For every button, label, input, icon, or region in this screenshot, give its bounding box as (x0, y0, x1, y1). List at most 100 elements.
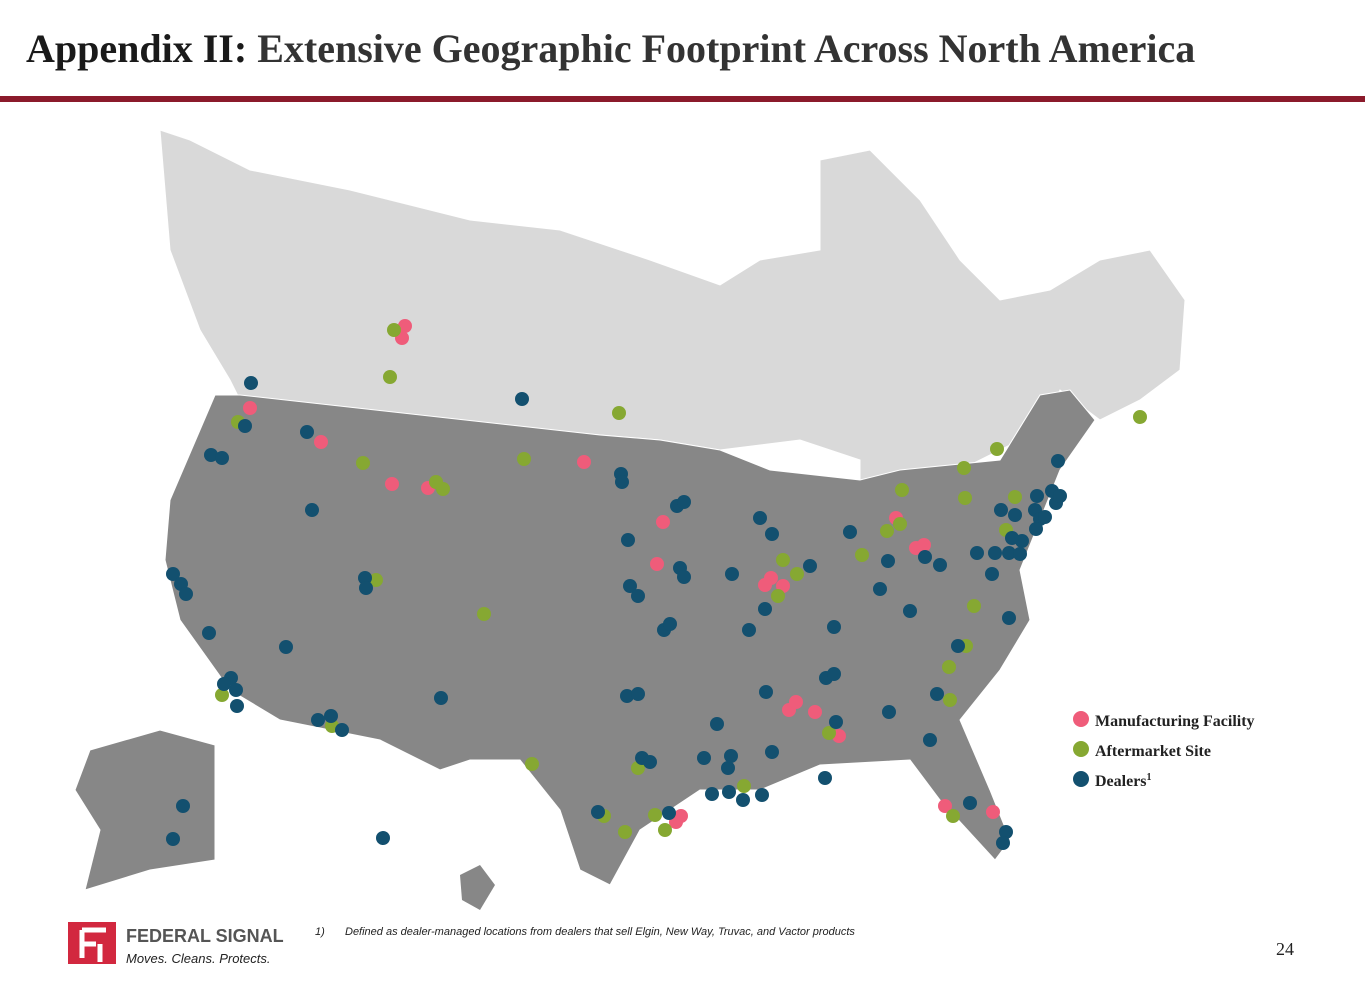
location-dot (758, 578, 772, 592)
location-dot (176, 799, 190, 813)
location-dot (873, 582, 887, 596)
location-dot (1053, 489, 1067, 503)
map (74, 129, 1186, 910)
location-dot (369, 573, 383, 587)
location-dot (803, 559, 817, 573)
title-rule (0, 96, 1365, 102)
location-dot (300, 425, 314, 439)
location-dot (985, 567, 999, 581)
location-dot (710, 717, 724, 731)
location-dot (434, 691, 448, 705)
location-dot (855, 548, 869, 562)
location-dot (215, 451, 229, 465)
location-dot (515, 392, 529, 406)
footnote-marker: 1) (315, 926, 325, 938)
location-dot (230, 699, 244, 713)
location-dot (217, 677, 231, 691)
location-dot (631, 687, 645, 701)
location-dot (725, 567, 739, 581)
title-prefix: Appendix II: (26, 26, 247, 71)
location-dot (324, 709, 338, 723)
location-dot (942, 660, 956, 674)
location-dot (166, 832, 180, 846)
location-dot (1002, 611, 1016, 625)
location-dot (1030, 489, 1044, 503)
location-dot (359, 581, 373, 595)
location-dot (996, 836, 1010, 850)
alaska (74, 729, 216, 891)
location-dot (1005, 531, 1019, 545)
location-dot (882, 705, 896, 719)
location-dot (938, 799, 952, 813)
location-dot (1013, 547, 1027, 561)
location-dot (933, 558, 947, 572)
location-dot (398, 319, 412, 333)
location-dot (930, 687, 944, 701)
location-dot (843, 525, 857, 539)
location-dot (1029, 522, 1043, 536)
title-text: Extensive Geographic Footprint Across No… (257, 26, 1195, 71)
location-dot (923, 733, 937, 747)
location-dot (827, 620, 841, 634)
location-dot (577, 455, 591, 469)
logo-glyph (79, 927, 106, 962)
location-dot (957, 461, 971, 475)
legend: Manufacturing Facility Aftermarket Site … (1073, 711, 1255, 790)
title: Appendix II: Extensive Geographic Footpr… (26, 26, 1195, 71)
location-dot (943, 693, 957, 707)
location-dot (279, 640, 293, 654)
location-dot (376, 831, 390, 845)
location-dot (765, 745, 779, 759)
location-dot (722, 785, 736, 799)
location-dot (650, 557, 664, 571)
location-dot (621, 533, 635, 547)
location-dot (1008, 508, 1022, 522)
page-number: 24 (1276, 939, 1294, 959)
location-dot (771, 589, 785, 603)
location-dot (990, 442, 1004, 456)
location-dot (663, 617, 677, 631)
location-dot (166, 567, 180, 581)
location-dot (789, 695, 803, 709)
location-dot (620, 689, 634, 703)
location-dot (917, 538, 931, 552)
location-dot (881, 554, 895, 568)
location-dot (677, 495, 691, 509)
legend-label: Manufacturing Facility (1095, 713, 1255, 730)
hawaii (460, 865, 495, 910)
location-dot (204, 448, 218, 462)
location-dot (623, 579, 637, 593)
location-dot (662, 806, 676, 820)
location-dot (736, 793, 750, 807)
legend-label: Aftermarket Site (1095, 743, 1211, 760)
location-dot (383, 370, 397, 384)
location-dot (759, 685, 773, 699)
location-dot (612, 406, 626, 420)
location-dot (1038, 510, 1052, 524)
location-dot (517, 452, 531, 466)
location-dot (753, 511, 767, 525)
legend-swatch (1073, 771, 1089, 787)
location-dot (790, 567, 804, 581)
location-dot (721, 761, 735, 775)
location-dot (677, 570, 691, 584)
location-dot (385, 477, 399, 491)
location-dot (967, 599, 981, 613)
location-dot (202, 626, 216, 640)
location-dot (631, 589, 645, 603)
location-dot (765, 527, 779, 541)
location-dot (829, 715, 843, 729)
location-dot (305, 503, 319, 517)
location-dot (648, 808, 662, 822)
location-dot (986, 805, 1000, 819)
location-dot (229, 683, 243, 697)
location-dot (827, 667, 841, 681)
legend-swatch (1073, 741, 1089, 757)
location-dot (994, 503, 1008, 517)
location-dot (742, 623, 756, 637)
location-dot (244, 376, 258, 390)
location-dot (705, 787, 719, 801)
logo-name: FEDERAL SIGNAL (126, 926, 284, 946)
